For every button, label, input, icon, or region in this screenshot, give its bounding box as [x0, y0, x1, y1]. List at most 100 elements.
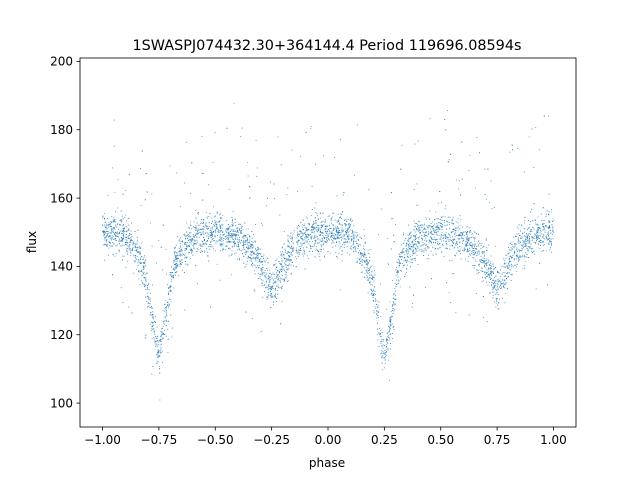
data-point [184, 241, 186, 244]
data-point [478, 263, 480, 265]
data-point [412, 294, 415, 296]
data-point [241, 244, 243, 247]
data-point [247, 161, 249, 164]
data-point [219, 250, 221, 252]
data-point [484, 260, 486, 262]
data-point [375, 294, 377, 296]
data-point [115, 245, 117, 247]
data-point [167, 306, 169, 308]
data-point [105, 232, 107, 234]
data-point [165, 307, 167, 309]
data-point [157, 356, 160, 358]
data-point [543, 237, 545, 239]
data-point [471, 246, 473, 248]
data-point [536, 238, 538, 240]
data-point [196, 240, 198, 242]
data-point [146, 287, 148, 289]
data-point [283, 257, 286, 259]
data-point [441, 226, 443, 228]
data-point [196, 283, 198, 285]
data-point [120, 237, 123, 239]
data-point [136, 243, 138, 245]
data-point [374, 298, 376, 300]
data-point [155, 354, 158, 356]
data-point [170, 272, 172, 274]
data-point [490, 277, 492, 280]
data-point [128, 306, 130, 308]
data-point [428, 218, 431, 220]
data-point [303, 250, 306, 252]
data-point [483, 264, 485, 266]
data-point [426, 243, 428, 245]
data-point [418, 242, 420, 244]
data-point [348, 224, 350, 226]
data-point [498, 308, 500, 310]
data-point [179, 265, 181, 267]
data-point [167, 292, 170, 294]
data-point [529, 233, 532, 235]
data-point [391, 307, 393, 309]
data-point [251, 240, 253, 243]
data-point [412, 253, 414, 255]
data-point [209, 229, 211, 232]
data-point [436, 223, 438, 225]
data-point [436, 218, 438, 220]
data-point [234, 221, 236, 223]
data-point [292, 247, 294, 249]
data-point [295, 266, 297, 268]
data-point [277, 275, 279, 277]
data-point [437, 230, 439, 232]
data-point [160, 343, 163, 345]
data-point [184, 309, 186, 311]
data-point [356, 242, 358, 244]
data-point [360, 271, 362, 273]
data-point [400, 259, 402, 261]
data-point [280, 286, 282, 289]
data-point [352, 235, 354, 237]
data-point [112, 219, 114, 221]
data-point [406, 251, 408, 253]
data-point [369, 271, 371, 274]
data-point [174, 247, 176, 249]
data-point [405, 267, 407, 269]
data-point [150, 329, 152, 332]
data-point [132, 242, 134, 244]
data-point [501, 266, 503, 268]
data-point [250, 258, 252, 260]
data-point [345, 233, 347, 235]
data-point [552, 226, 554, 228]
data-point [438, 244, 440, 246]
data-point [473, 247, 475, 249]
data-point [543, 115, 545, 117]
data-point [415, 250, 417, 252]
data-point [201, 249, 203, 251]
data-point [548, 231, 550, 233]
data-point [550, 231, 552, 234]
data-point [340, 232, 342, 234]
data-point [545, 236, 547, 238]
data-point [357, 246, 360, 248]
data-point [312, 221, 314, 223]
data-point [176, 262, 178, 265]
data-point [433, 236, 435, 238]
data-point [545, 215, 547, 218]
data-point [231, 246, 233, 248]
data-point [109, 223, 111, 225]
data-point [314, 232, 316, 234]
data-point [176, 271, 178, 273]
data-point [407, 254, 409, 256]
data-point [414, 226, 417, 228]
data-point [297, 243, 299, 245]
data-point [409, 256, 412, 258]
data-point [296, 247, 298, 249]
data-point [287, 238, 289, 240]
data-point [551, 211, 553, 213]
data-point [448, 239, 450, 241]
data-point [526, 253, 528, 255]
data-point [164, 308, 166, 310]
data-point [404, 275, 406, 278]
data-point [496, 297, 498, 299]
data-point [129, 233, 131, 235]
data-point [136, 249, 138, 251]
data-point [150, 312, 152, 314]
